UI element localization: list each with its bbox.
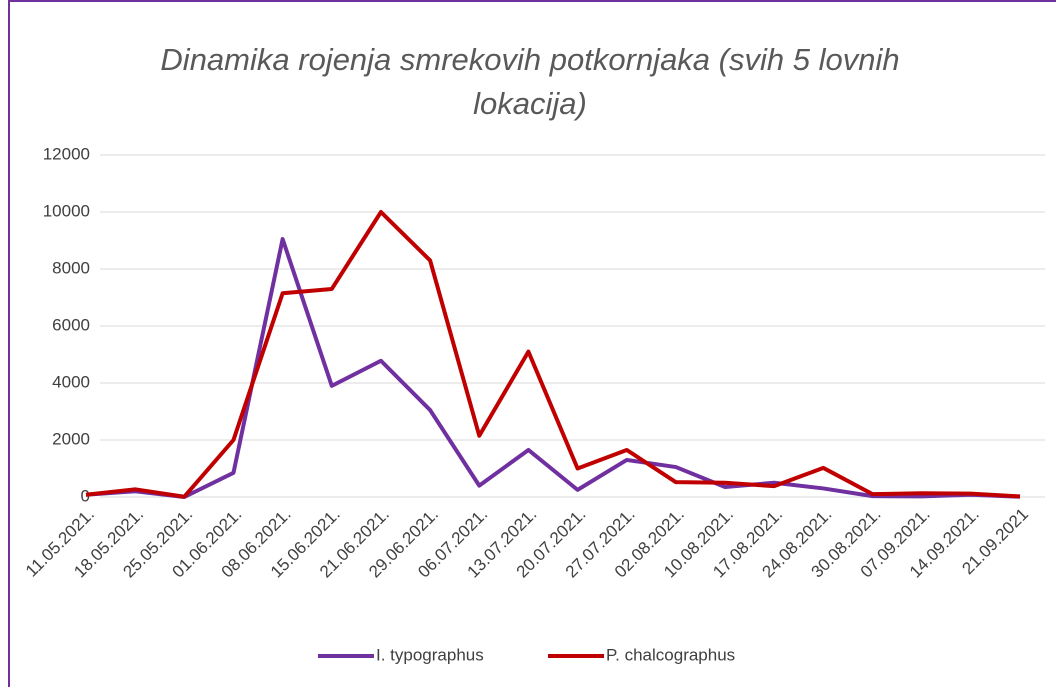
y-tick-label: 6000 bbox=[52, 315, 90, 334]
chart-title: Dinamika rojenja smrekovih potkornjaka (… bbox=[160, 42, 900, 121]
y-tick-label: 10000 bbox=[43, 201, 90, 220]
legend-label: P. chalcographus bbox=[606, 645, 735, 664]
y-tick-label: 8000 bbox=[52, 258, 90, 277]
legend-label: I. typographus bbox=[376, 645, 484, 664]
y-tick-label: 12000 bbox=[43, 144, 90, 163]
y-tick-label: 4000 bbox=[52, 372, 90, 391]
frame-border bbox=[8, 0, 1056, 687]
y-tick-label: 0 bbox=[81, 486, 90, 505]
series-line bbox=[85, 210, 1021, 499]
series-line bbox=[85, 237, 1021, 499]
y-tick-label: 2000 bbox=[52, 429, 90, 448]
